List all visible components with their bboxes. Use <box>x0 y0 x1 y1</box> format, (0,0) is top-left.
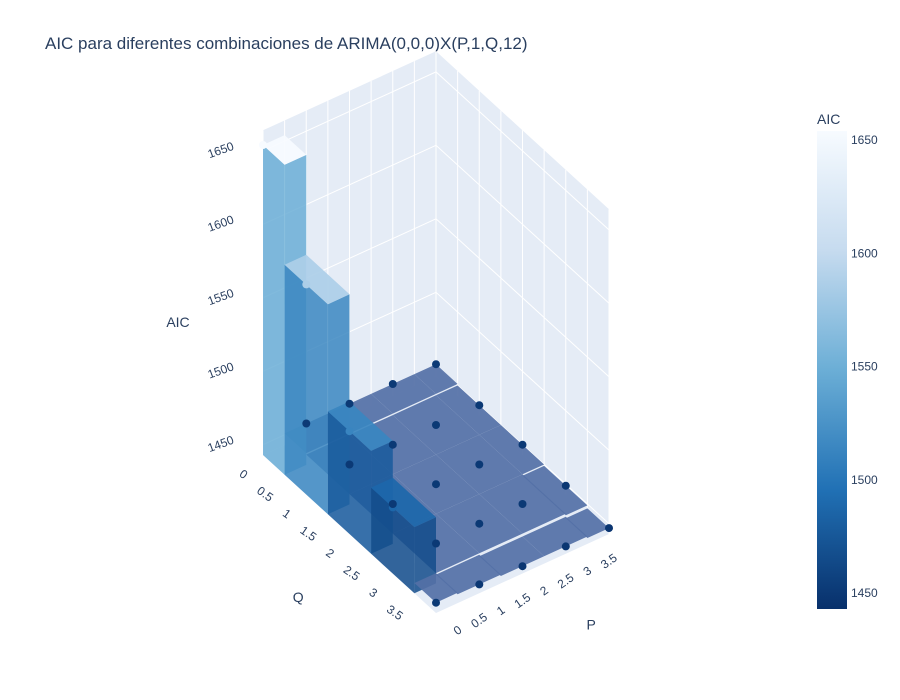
data-point <box>518 562 527 571</box>
z-tick-label: 1600 <box>206 212 236 234</box>
colorbar-tick-label: 1450 <box>851 586 878 600</box>
x-axis-title: P <box>586 617 595 633</box>
colorbar-tick-label: 1500 <box>851 473 878 487</box>
data-point <box>302 280 311 289</box>
colorbar: 1450 1500 1550 1600 1650 <box>817 131 878 609</box>
data-point <box>432 360 440 369</box>
surface-side <box>371 487 415 594</box>
x-tick-label: 3.5 <box>598 550 620 571</box>
y-tick-label: 3 <box>366 585 380 600</box>
surface-tile <box>479 425 545 475</box>
y-tick-label: 3.5 <box>384 602 406 623</box>
data-point <box>605 524 613 533</box>
grid-line <box>262 144 610 304</box>
x-tick-label: 1 <box>494 603 508 618</box>
z-tick-label: 1450 <box>206 433 236 455</box>
surface-tile <box>565 508 609 538</box>
surface-tile <box>436 385 501 435</box>
data-point <box>561 542 570 551</box>
y-tick-label: 1 <box>280 506 294 521</box>
x-tick-label: 2.5 <box>555 570 577 591</box>
colorbar-title: AIC <box>817 111 841 127</box>
surface-tile <box>263 135 307 165</box>
surface-tile <box>371 374 436 414</box>
z-tick-label: 1550 <box>206 286 236 308</box>
surface-tile <box>414 364 458 394</box>
data-point <box>475 460 484 469</box>
x-tick-label: 0 <box>451 622 465 637</box>
data-point <box>475 401 484 410</box>
surface-side <box>327 411 372 554</box>
x-tick-label: 2 <box>537 583 551 598</box>
x-tick-label: 3 <box>581 563 595 578</box>
y-tick-label: 2 <box>323 546 337 561</box>
data-point <box>432 480 440 489</box>
surface-tile <box>327 401 393 451</box>
y-tick-label: 1.5 <box>298 523 320 544</box>
z-axis-title: AIC <box>166 314 189 330</box>
axis-titles: P Q AIC <box>166 314 595 632</box>
y-tick-label: 2.5 <box>341 563 363 584</box>
data-point <box>475 580 484 589</box>
data-point <box>561 481 570 490</box>
data-point <box>518 440 527 449</box>
y-axis-title: Q <box>293 589 304 605</box>
y-tick-label: 0.5 <box>254 484 276 505</box>
surface-tile <box>436 554 501 595</box>
surface-tile <box>284 254 350 305</box>
data-point <box>475 519 484 528</box>
data-point <box>388 380 397 388</box>
surface-tile <box>479 536 545 576</box>
data-point <box>345 399 354 408</box>
grid-line <box>262 71 610 231</box>
data-point <box>388 500 397 508</box>
surface-tile <box>522 465 588 516</box>
colorbar-tick-label: 1600 <box>851 246 878 260</box>
y-tick-label: 0 <box>237 467 251 482</box>
data-point <box>302 419 311 428</box>
data-point <box>388 440 397 449</box>
data-point <box>259 141 267 149</box>
surface-side <box>414 517 436 594</box>
x-tick-label: 1.5 <box>512 590 534 611</box>
z-tick-label: 1650 <box>206 139 236 161</box>
x-tick-label: 0.5 <box>468 610 490 631</box>
data-point <box>518 500 527 508</box>
data-point <box>432 421 440 429</box>
surface-tile <box>371 477 436 528</box>
colorbar-gradient <box>817 131 847 609</box>
data-point <box>345 460 354 469</box>
surface-side <box>284 264 328 515</box>
chart-title: AIC para diferentes combinaciones de ARI… <box>45 34 528 53</box>
surface-tile <box>414 573 458 603</box>
surface <box>263 135 609 603</box>
colorbar-tick-label: 1550 <box>851 360 878 374</box>
data-point <box>432 598 440 607</box>
surface-tile <box>522 516 588 557</box>
z-tick-label: 1500 <box>206 359 236 381</box>
data-markers <box>259 141 613 607</box>
surface-side <box>263 145 285 475</box>
colorbar-tick-label: 1650 <box>851 133 878 147</box>
data-point <box>432 539 440 548</box>
data-point <box>345 427 354 436</box>
